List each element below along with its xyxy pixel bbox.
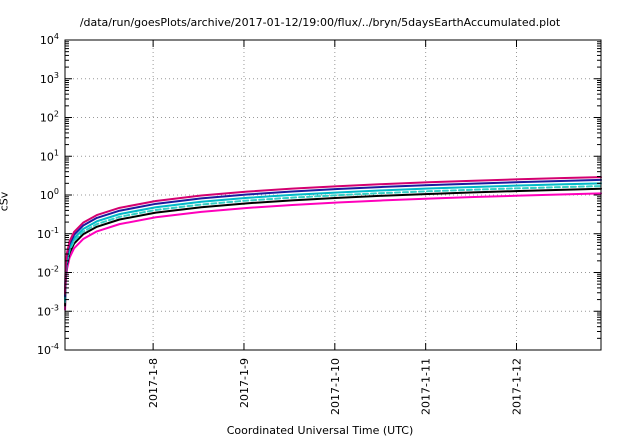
y-tick-label: 104 xyxy=(40,32,59,47)
x-axis-label: Coordinated Universal Time (UTC) xyxy=(226,424,414,437)
x-tick-label: 2017-1-11 xyxy=(420,358,433,415)
y-tick-label: 10-1 xyxy=(37,226,59,241)
chart-title: /data/run/goesPlots/archive/2017-01-12/1… xyxy=(79,16,561,29)
y-tick-label: 100 xyxy=(40,187,59,202)
y-tick-label: 102 xyxy=(40,110,59,125)
accumulated-curve-magenta-top xyxy=(64,176,602,295)
y-tick-label: 101 xyxy=(40,148,59,163)
accumulated-curve-cyan xyxy=(64,182,602,302)
x-tick-label: 2017-1-12 xyxy=(511,358,524,415)
x-tick-label: 2017-1-8 xyxy=(147,358,160,408)
y-axis-label: cSv xyxy=(0,191,11,212)
accumulated-curve-magenta-bottom xyxy=(64,192,602,311)
y-tick-label: 10-2 xyxy=(37,265,59,280)
x-tick-label: 2017-1-9 xyxy=(238,358,251,408)
y-tick-label: 10-4 xyxy=(37,342,59,357)
y-tick-label: 103 xyxy=(40,71,59,86)
x-tick-label: 2017-1-10 xyxy=(329,358,342,415)
y-tick-label: 10-3 xyxy=(37,303,59,318)
